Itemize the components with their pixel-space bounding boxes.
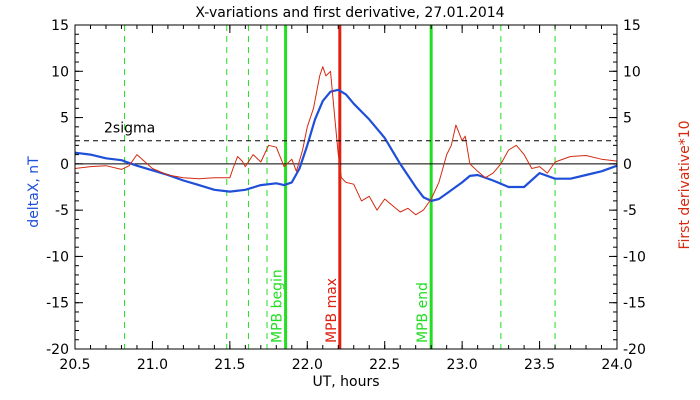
y-tick-label-left-10: -10 — [46, 249, 69, 265]
axes-group: 20.5 21.0 21.5 22.0 22.5 23.0 23.5 24.0-20 -20-1… — [46, 18, 646, 373]
threshold-group: 2sigma — [75, 121, 617, 142]
x-axis-label: UT, hours — [312, 374, 379, 390]
x-tick-label-23-0: 23.0 — [447, 357, 478, 373]
x-tick-label-21-0: 21.0 — [137, 357, 168, 373]
y-tick-label-right-5: -5 — [623, 203, 637, 219]
x-tick-label-22-0: 22.0 — [292, 357, 323, 373]
x-tick-label-24-0: 24.0 — [601, 357, 632, 373]
plot-frame — [74, 24, 618, 350]
y-tick-label-right-15: 15 — [623, 18, 641, 34]
series-line-first-derivative-10 — [74, 66, 618, 216]
x-tick-label-20-5: 20.5 — [59, 357, 90, 373]
x-tick-label-21-5: 21.5 — [214, 357, 245, 373]
y-tick-label-left-10: 10 — [51, 64, 69, 80]
y-tick-label-right-15: -15 — [623, 296, 646, 312]
y-tick-label-left-20: -20 — [46, 342, 69, 358]
y-tick-label-right-20: -20 — [623, 342, 646, 358]
marker-label-mpb-end: MPB end — [415, 282, 431, 343]
y-tick-label-right-10: -10 — [623, 249, 646, 265]
chart-title: X-variations and first derivative, 27.01… — [195, 5, 504, 21]
y-tick-label-right-10: 10 — [623, 64, 641, 80]
y-axis-label-right: First derivative*10 — [677, 120, 693, 249]
y-tick-label-left-5: 5 — [60, 111, 69, 127]
y-tick-label-right-0: 0 — [623, 157, 632, 173]
y-axis-label-left: deltaX, nT — [26, 156, 42, 228]
marker-label-mpb-max: MPB max — [324, 278, 340, 343]
marker-label-mpb-begin: MPB begin — [270, 269, 286, 343]
series-line-deltax — [74, 88, 618, 202]
y-tick-label-left-15: -15 — [46, 296, 69, 312]
event-markers: MPB begin MPB max MPB end — [124, 25, 556, 349]
y-tick-label-left-15: 15 — [51, 18, 69, 34]
y-tick-label-left-5: -5 — [55, 203, 69, 219]
y-tick-label-left-0: 0 — [60, 157, 69, 173]
threshold-label: 2sigma — [104, 121, 155, 137]
series-group — [74, 66, 618, 216]
x-tick-label-22-5: 22.5 — [369, 357, 400, 373]
x-tick-label-23-5: 23.5 — [524, 357, 555, 373]
y-tick-label-right-5: 5 — [623, 111, 632, 127]
